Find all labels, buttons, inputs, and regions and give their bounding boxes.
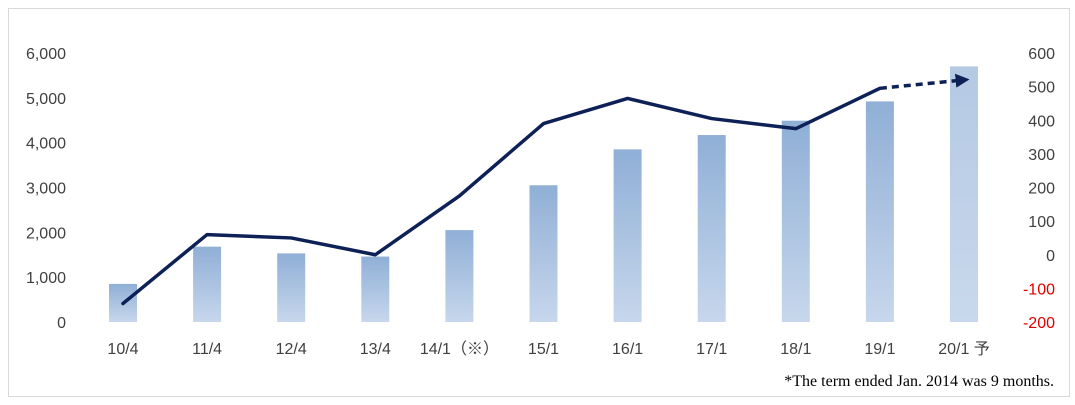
bar-4: [445, 230, 474, 322]
x-tick-label: 16/1: [612, 341, 643, 358]
bar-3: [361, 256, 390, 322]
x-axis: 10/4 11/4 12/4 13/4 14/1（※） 15/1 16/1 17/1 18/1 1…: [107, 340, 989, 358]
x-tick-label: 18/1: [780, 341, 811, 358]
bar-1: [193, 246, 222, 322]
x-tick-label: 14/1（※）: [420, 340, 499, 358]
bar-9: [865, 101, 894, 322]
right-tick-label: 200: [1028, 181, 1055, 198]
bar-10: [950, 66, 978, 322]
right-tick-label: 600: [1028, 46, 1055, 63]
right-tick-label: 300: [1028, 147, 1055, 164]
right-tick-label: 100: [1028, 214, 1055, 231]
line-solid: [121, 86, 882, 306]
right-tick-label: 0: [1046, 248, 1055, 265]
bar-6: [613, 149, 642, 322]
bar-5: [529, 185, 558, 322]
x-tick-label: 11/4: [192, 341, 222, 358]
bar-series: [109, 66, 978, 322]
bar-2: [277, 253, 306, 322]
x-tick-label: 15/1: [528, 341, 559, 358]
bar-7: [697, 135, 726, 322]
left-tick-label: 3,000: [26, 181, 66, 198]
footnote: *The term ended Jan. 2014 was 9 months.: [784, 373, 1054, 390]
left-tick-label: 1,000: [26, 270, 66, 287]
left-y-axis: 0 1,000 2,000 3,000 4,000 5,000 6,000: [26, 46, 66, 332]
x-tick-label: 20/1 予: [938, 340, 990, 358]
right-y-axis: -200 -100 0 100 200 300 400 500 600: [1023, 46, 1055, 332]
x-tick-label: 17/1: [696, 341, 727, 358]
right-tick-label: -200: [1023, 315, 1055, 332]
bar-8: [781, 120, 810, 322]
x-tick-label: 12/4: [276, 341, 307, 358]
line-forecast: [879, 73, 970, 91]
left-tick-label: 2,000: [26, 225, 66, 242]
right-tick-label: 400: [1028, 113, 1055, 130]
left-tick-label: 6,000: [26, 46, 66, 63]
right-tick-label: 500: [1028, 80, 1055, 97]
x-tick-label: 10/4: [107, 341, 138, 358]
right-tick-label: -100: [1023, 281, 1055, 298]
left-tick-label: 4,000: [26, 136, 66, 153]
line-series: [121, 73, 970, 306]
left-tick-label: 0: [57, 315, 66, 332]
left-tick-label: 5,000: [26, 91, 66, 108]
x-tick-label: 19/1: [864, 341, 895, 358]
x-tick-label: 13/4: [360, 341, 391, 358]
